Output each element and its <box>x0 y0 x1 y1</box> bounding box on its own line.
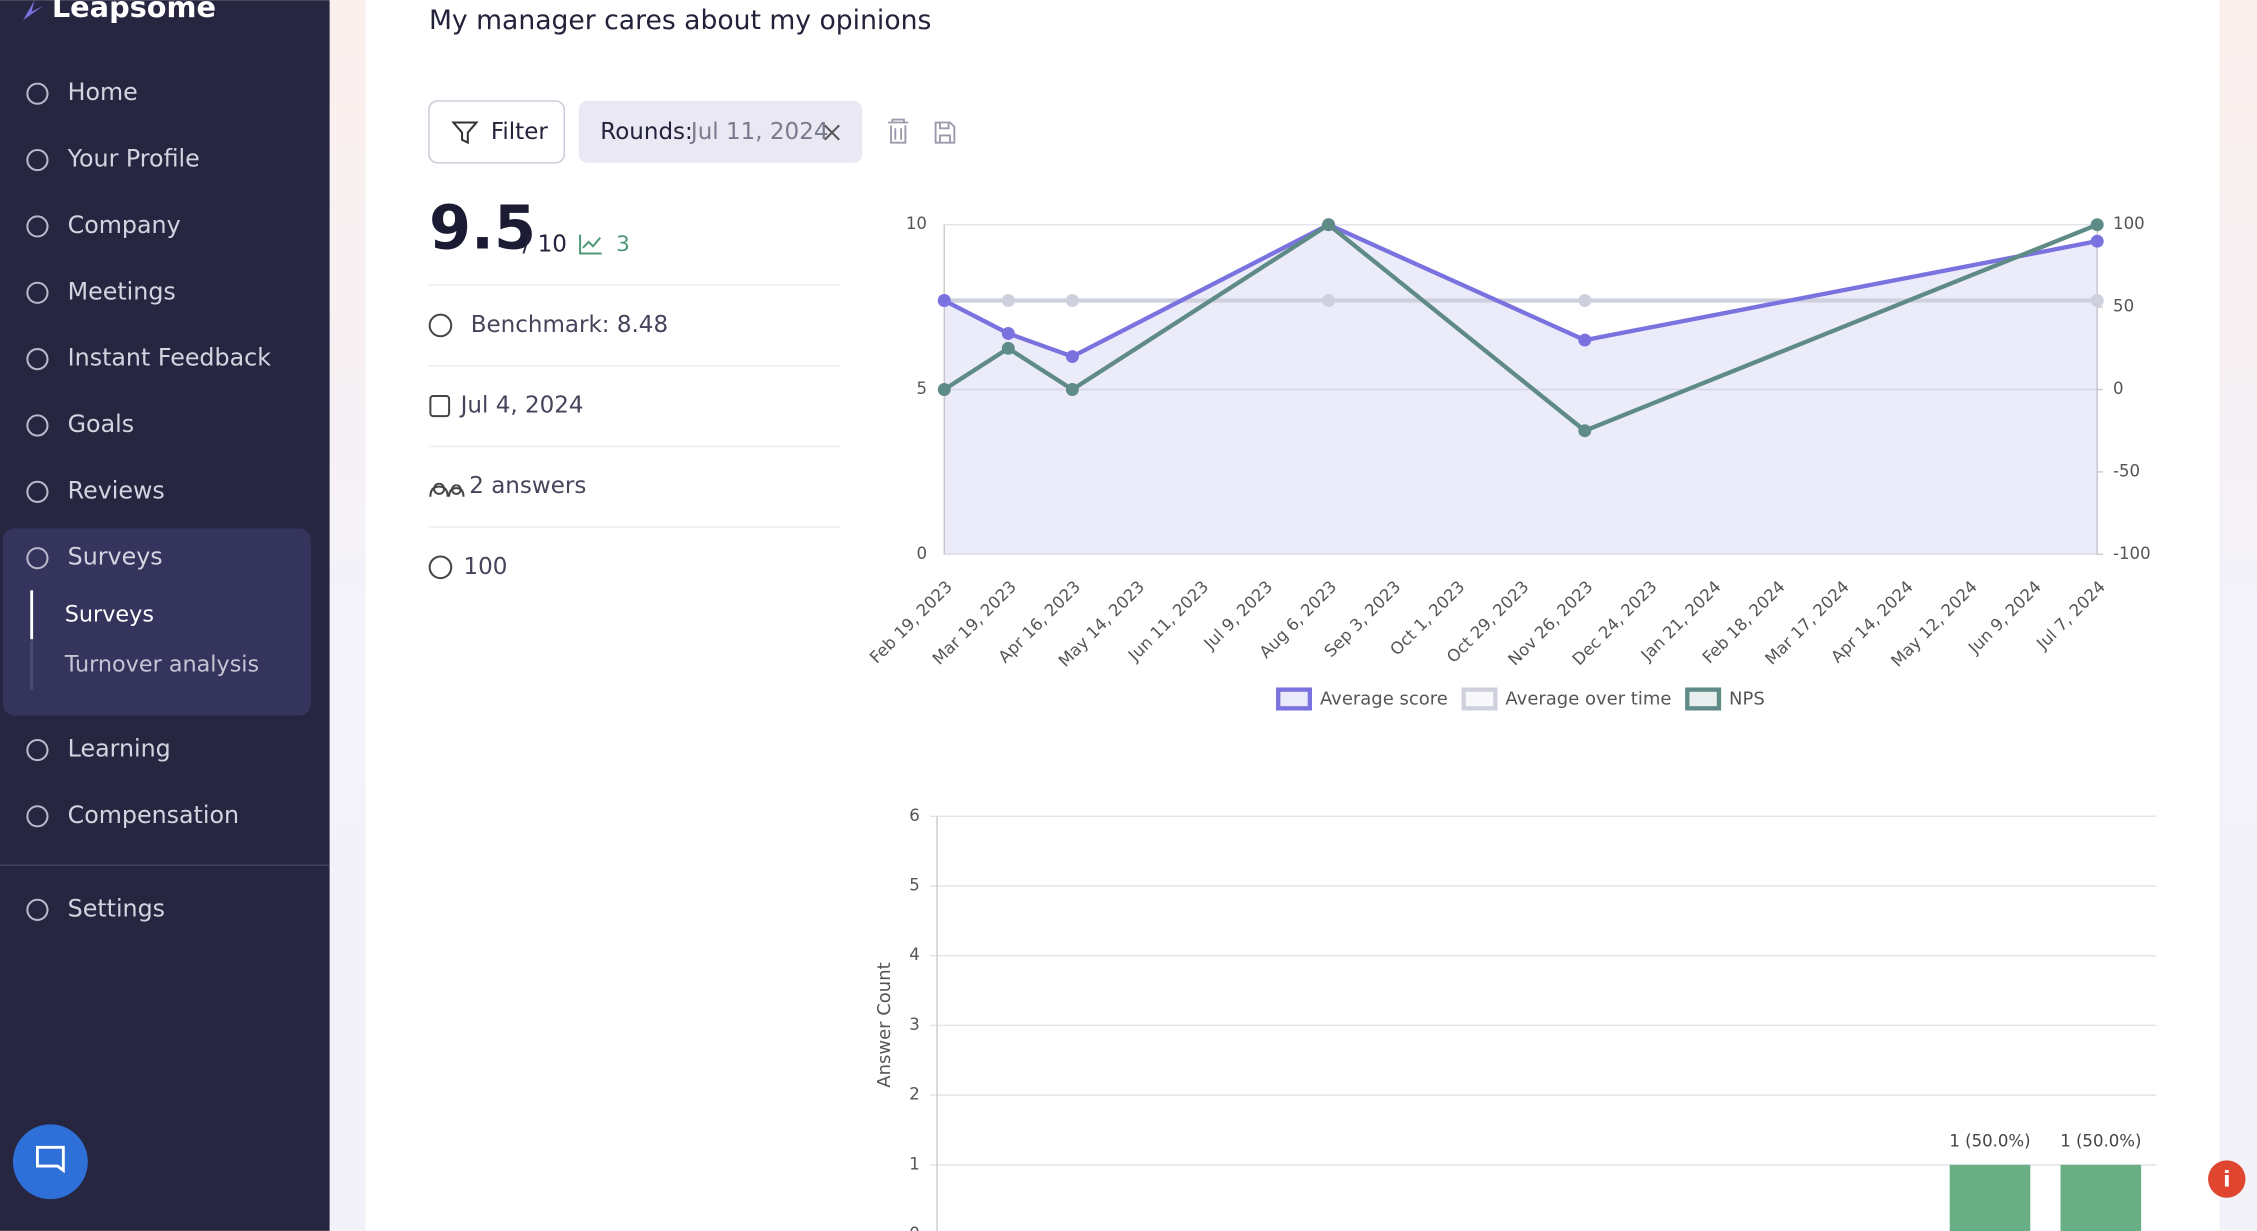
legend-label[interactable]: NPS <box>1729 689 1765 710</box>
nav-item[interactable]: Learning <box>68 735 171 763</box>
nav-icon <box>26 739 49 762</box>
point <box>1322 294 1336 307</box>
y2-tick-label: -100 <box>2113 544 2151 563</box>
page-title: My manager cares about my opinions <box>429 5 931 36</box>
filter-label: Filter <box>491 119 549 145</box>
date-icon <box>429 394 451 418</box>
y-tick-label: 0 <box>909 1224 920 1231</box>
point <box>1578 424 1592 438</box>
y-tick-label: 2 <box>909 1085 920 1104</box>
nav-icon <box>26 480 49 503</box>
y-tick-label: 3 <box>909 1015 920 1034</box>
filter-button[interactable] <box>428 100 565 164</box>
y-tick-label: 0 <box>916 544 927 563</box>
nav-icon <box>26 898 49 921</box>
legend-label[interactable]: Average over time <box>1505 689 1671 710</box>
point <box>2090 218 2104 232</box>
nps: 100 <box>463 554 507 580</box>
benchmark-icon <box>428 313 453 338</box>
trend-icon <box>579 234 602 255</box>
line <box>943 222 2098 359</box>
line <box>943 222 2099 434</box>
point <box>1001 294 1015 307</box>
chat-button[interactable] <box>12 1124 88 1200</box>
bar <box>1949 1164 2031 1231</box>
chat-icon <box>35 1145 65 1174</box>
point <box>1578 294 1592 307</box>
rounds-chip[interactable] <box>578 100 863 163</box>
info-icon: i <box>2223 1167 2230 1192</box>
delete-icon[interactable] <box>888 118 909 144</box>
legend-label[interactable]: Average score <box>1320 689 1448 710</box>
score-max: / 10 <box>523 231 567 257</box>
trend-value: 3 <box>616 232 630 257</box>
date: Jul 4, 2024 <box>459 393 584 419</box>
legend-swatch <box>1276 687 1313 711</box>
nps-icon <box>428 555 453 580</box>
y2-tick-label: 50 <box>2113 297 2134 316</box>
point <box>2090 234 2104 248</box>
bar <box>2060 1164 2142 1231</box>
y-tick-label: 1 <box>909 1154 920 1173</box>
point <box>1578 333 1592 347</box>
point <box>937 383 951 396</box>
logo-icon <box>23 0 44 21</box>
subnav-item[interactable]: Turnover analysis <box>64 652 259 678</box>
nav-icon <box>26 547 49 570</box>
nav-item[interactable]: Goals <box>68 410 134 438</box>
nav-item[interactable]: Reviews <box>68 476 165 504</box>
answers: 2 answers <box>469 473 586 499</box>
score: 9.5 <box>429 193 536 263</box>
point <box>2090 294 2104 307</box>
y-axis-label: Answer Count <box>874 962 895 1087</box>
nav-item[interactable]: Home <box>68 78 138 106</box>
nav-item[interactable]: Your Profile <box>67 145 200 173</box>
nav-icon <box>26 148 49 172</box>
y2-tick-label: 100 <box>2113 214 2145 233</box>
remove-round[interactable] <box>824 124 840 141</box>
legend-swatch <box>1461 687 1498 711</box>
y-tick-label: 5 <box>909 876 920 895</box>
active-section <box>2 528 311 716</box>
area <box>944 224 2098 555</box>
nav-icon <box>26 281 49 304</box>
y2-tick-label: 0 <box>2113 379 2124 398</box>
nav-item[interactable]: Instant Feedback <box>68 344 272 372</box>
benchmark: Benchmark: 8.48 <box>471 312 668 338</box>
point <box>1001 326 1015 340</box>
point <box>1065 294 1079 307</box>
rounds-value: Jul 11, 2024 <box>689 119 829 145</box>
point <box>1322 218 1336 232</box>
nav-icon <box>26 348 49 371</box>
subnav-item[interactable]: Surveys <box>65 601 154 627</box>
nav-icon <box>26 414 49 437</box>
y-tick-label: 4 <box>909 945 920 964</box>
nav-icon <box>26 215 49 238</box>
nav-item[interactable]: Company <box>68 211 181 239</box>
logo: Leapsome <box>52 0 216 24</box>
y-tick-label: 6 <box>909 806 920 825</box>
info-button[interactable] <box>2208 1160 2246 1198</box>
value-label: 1 (50.0%) <box>1949 1131 2030 1150</box>
value-label: 1 (50.0%) <box>2060 1131 2141 1150</box>
nav-item[interactable]: Compensation <box>68 801 239 829</box>
rounds-label: Rounds: <box>600 119 693 145</box>
answers-icon <box>429 482 465 497</box>
filter-icon <box>451 121 479 145</box>
nav-item[interactable]: Surveys <box>68 543 163 571</box>
point <box>937 294 951 307</box>
y-tick-label: 10 <box>906 214 927 233</box>
point <box>1001 341 1015 355</box>
legend-swatch <box>1685 687 1722 711</box>
nav-item[interactable]: Settings <box>68 894 165 922</box>
nav-item[interactable]: Meetings <box>68 277 176 305</box>
y-tick-label: 5 <box>916 379 927 398</box>
save-icon[interactable] <box>934 121 956 144</box>
point <box>1065 383 1079 396</box>
nav-icon <box>26 805 49 828</box>
point <box>1065 350 1079 364</box>
nav-icon <box>26 82 49 105</box>
y2-tick-label: -50 <box>2113 461 2140 480</box>
